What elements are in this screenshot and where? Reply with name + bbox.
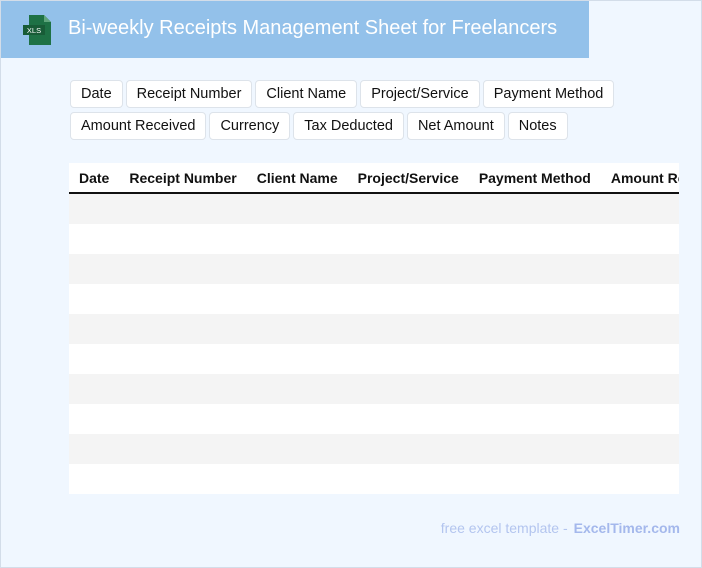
chip-notes[interactable]: Notes: [507, 112, 568, 140]
chip-amount-received[interactable]: Amount Received: [70, 112, 207, 140]
footer-brand-link[interactable]: ExcelTimer.com: [573, 520, 680, 536]
footer: free excel template - ExcelTimer.com: [441, 520, 680, 536]
chip-net-amount[interactable]: Net Amount: [406, 112, 505, 140]
footer-text: free excel template -: [440, 520, 568, 536]
chip-date[interactable]: Date: [70, 80, 123, 108]
column-header: Date: [79, 169, 110, 186]
field-chips: Date Receipt Number Client Name Project/…: [70, 80, 630, 140]
table-row[interactable]: [69, 464, 679, 494]
table-row[interactable]: [69, 374, 679, 404]
chip-tax-deducted[interactable]: Tax Deducted: [293, 112, 404, 140]
table-row[interactable]: [69, 344, 679, 374]
title-bar: XLS Bi-weekly Receipts Management Sheet …: [1, 1, 589, 58]
table-body: [69, 194, 679, 494]
page-title: Bi-weekly Receipts Management Sheet for …: [68, 17, 558, 39]
chip-client-name[interactable]: Client Name: [255, 80, 358, 108]
table-row[interactable]: [69, 284, 679, 314]
table-row[interactable]: [69, 194, 679, 224]
column-header: Payment Method: [478, 169, 591, 186]
xls-file-icon: XLS: [23, 15, 51, 45]
column-header: Client Name: [256, 169, 338, 186]
table-row[interactable]: [69, 314, 679, 344]
column-header: Receipt Number: [129, 169, 237, 186]
chip-project-service[interactable]: Project/Service: [360, 80, 480, 108]
column-header: Project/Service: [357, 169, 459, 186]
chip-payment-method[interactable]: Payment Method: [482, 80, 615, 108]
svg-text:XLS: XLS: [27, 26, 41, 35]
table-row[interactable]: [69, 434, 679, 464]
table-row[interactable]: [69, 224, 679, 254]
table-row[interactable]: [69, 404, 679, 434]
table-row[interactable]: [69, 254, 679, 284]
table-header: Date Receipt Number Client Name Project/…: [69, 163, 679, 194]
receipts-table[interactable]: Date Receipt Number Client Name Project/…: [69, 163, 679, 494]
column-header: Amount Received: [610, 169, 679, 186]
chip-currency[interactable]: Currency: [209, 112, 291, 140]
chip-receipt-number[interactable]: Receipt Number: [125, 80, 253, 108]
